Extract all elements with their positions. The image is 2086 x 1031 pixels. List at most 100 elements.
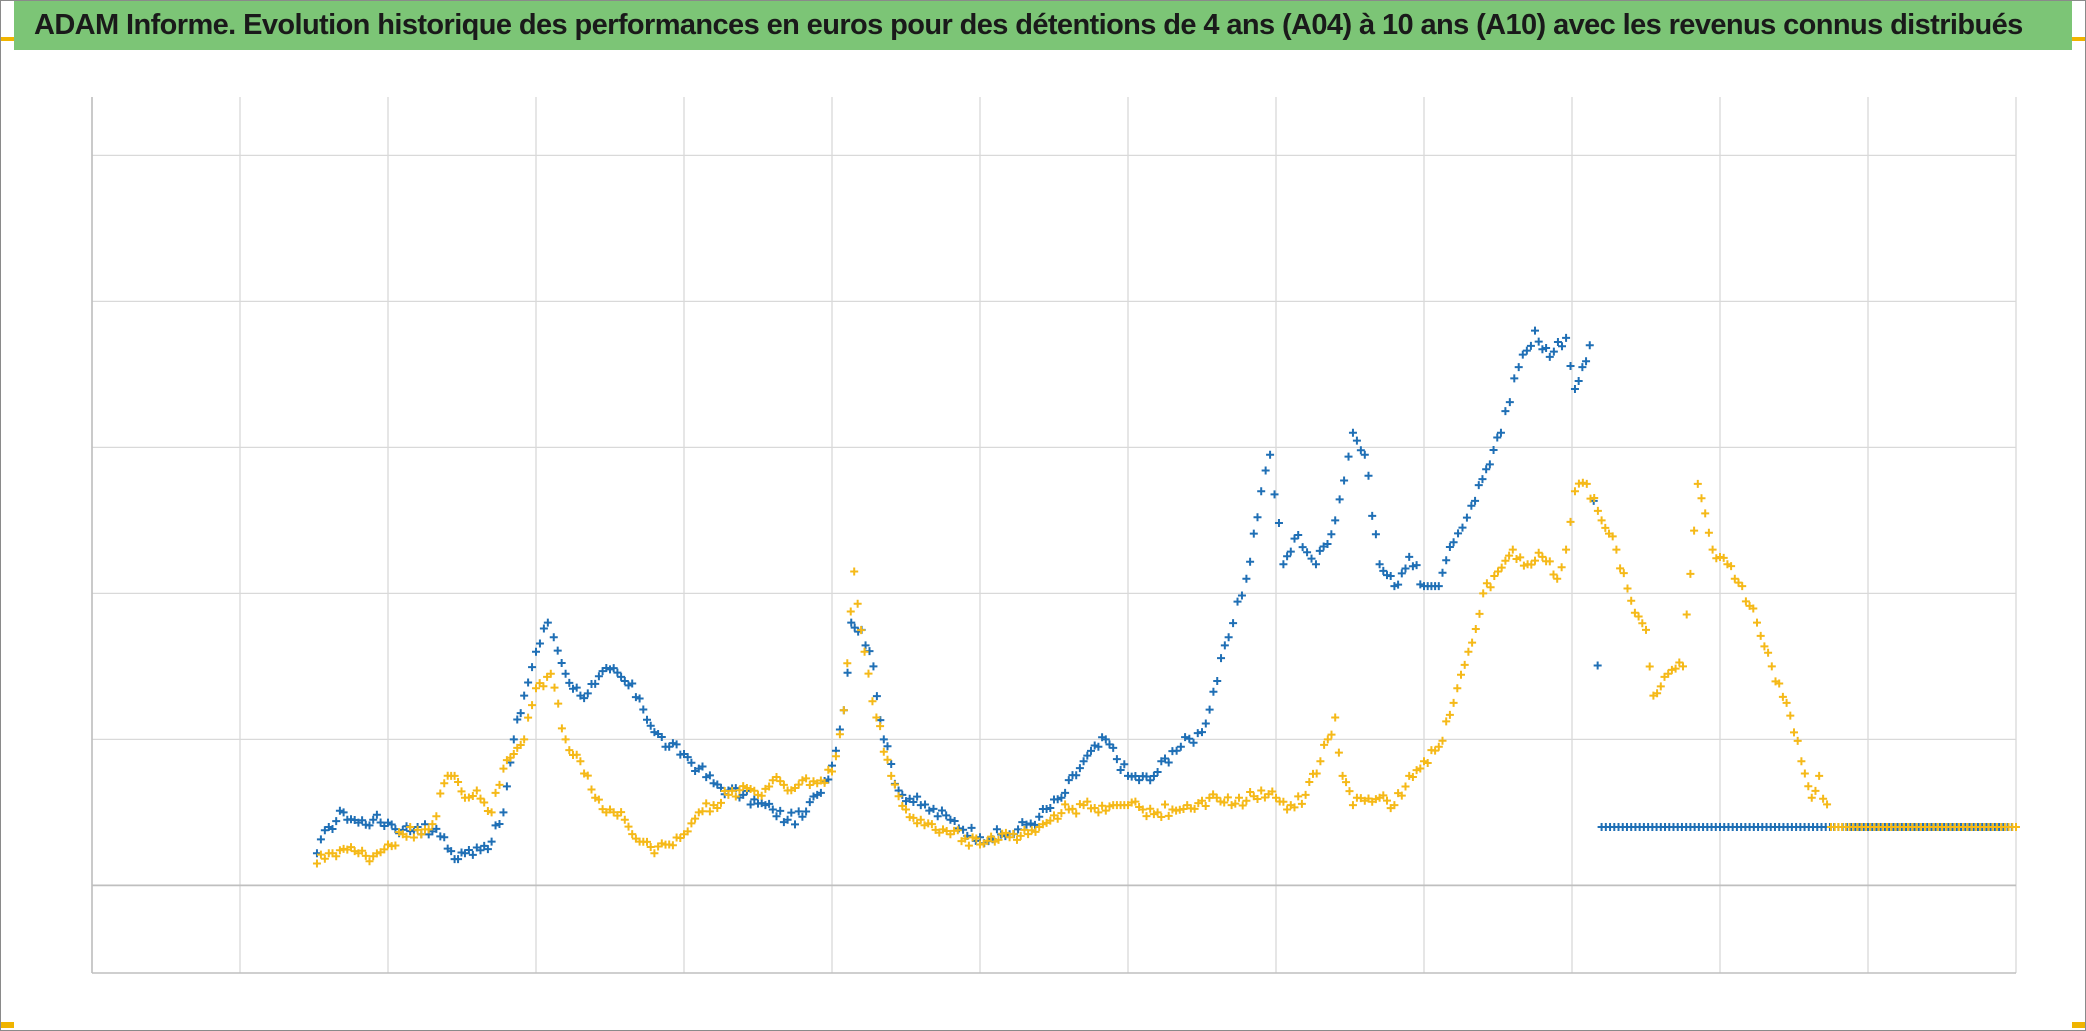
interpolated-point: [757, 791, 766, 800]
interpolated-point: [347, 843, 355, 852]
interpolated-point: [687, 819, 696, 828]
data-point: [576, 757, 585, 766]
interpolated-point: [794, 807, 803, 816]
interpolated-point: [432, 812, 441, 821]
interpolated-point: [820, 778, 829, 787]
interpolated-point: [328, 824, 337, 833]
interpolated-point: [513, 715, 522, 724]
data-point: [1538, 552, 1547, 561]
data-point: [1242, 796, 1251, 805]
interpolated-point: [495, 819, 504, 828]
interpolated-point: [898, 790, 907, 799]
interpolated-point: [809, 777, 818, 786]
data-point: [487, 837, 496, 846]
interpolated-point: [524, 713, 533, 722]
interpolated-point: [1142, 772, 1151, 781]
interpolated-point: [1727, 562, 1736, 571]
interpolated-point: [1656, 682, 1665, 691]
data-point: [1562, 333, 1571, 342]
data-point: [1767, 662, 1776, 671]
data-point: [694, 808, 703, 817]
data-point: [1582, 479, 1591, 488]
title-bar: ADAM Informe. Evolution historique des p…: [14, 0, 2072, 50]
interpolated-point: [1279, 797, 1288, 806]
interpolated-point: [1149, 772, 1158, 781]
interpolated-point: [1149, 810, 1158, 819]
data-point: [1224, 633, 1233, 642]
interpolated-point: [994, 835, 1003, 844]
interpolated-point: [913, 792, 922, 801]
data-point: [549, 633, 558, 642]
data-point: [1360, 450, 1369, 459]
interpolated-point: [391, 841, 400, 850]
data-point: [1257, 786, 1266, 795]
interpolated-point: [1368, 511, 1377, 520]
interpolated-point: [1566, 362, 1575, 371]
interpolated-point: [1176, 742, 1185, 751]
interpolated-point: [1189, 738, 1198, 747]
interpolated-point: [1201, 802, 1210, 811]
interpolated-point: [1653, 689, 1662, 698]
interpolated-point: [643, 837, 651, 846]
interpolated-point: [1075, 764, 1084, 773]
interpolated-point: [1386, 572, 1395, 581]
interpolated-point: [776, 777, 785, 786]
interpolated-point: [1468, 638, 1477, 647]
interpolated-point: [1622, 823, 1631, 831]
interpolated-point: [887, 759, 896, 768]
interpolated-point: [1379, 566, 1388, 575]
interpolated-point: [506, 753, 515, 762]
data-point: [440, 779, 449, 788]
data-point: [850, 567, 859, 576]
interpolated-point: [628, 679, 637, 688]
interpolated-point: [1161, 800, 1169, 809]
interpolated-point: [1135, 802, 1144, 811]
interpolated-point: [1630, 608, 1639, 617]
interpolated-point: [1423, 759, 1432, 768]
interpolated-point: [587, 679, 596, 688]
interpolated-point: [1016, 831, 1025, 840]
data-point: [1578, 363, 1587, 372]
corner-mark-bottom-left: [0, 1022, 14, 1028]
interpolated-point: [1164, 811, 1173, 820]
interpolated-point: [1408, 562, 1417, 571]
interpolated-point: [765, 799, 774, 808]
interpolated-point: [631, 834, 640, 843]
interpolated-point: [350, 847, 359, 856]
interpolated-point: [1557, 563, 1566, 572]
interpolated-point: [1701, 509, 1710, 518]
interpolated-point: [491, 788, 500, 797]
interpolated-point: [1094, 742, 1103, 751]
data-point: [413, 825, 422, 834]
interpolated-point: [543, 672, 552, 681]
interpolated-point: [1157, 813, 1166, 822]
interpolated-point: [1770, 823, 1779, 831]
interpolated-point: [1022, 820, 1031, 829]
interpolated-point: [516, 709, 525, 718]
interpolated-point: [402, 832, 411, 841]
interpolated-point: [1231, 799, 1240, 808]
interpolated-point: [1327, 730, 1336, 739]
interpolated-point: [539, 624, 548, 633]
interpolated-point: [516, 740, 525, 749]
interpolated-point: [1558, 342, 1567, 351]
data-point: [1585, 341, 1594, 350]
interpolated-point: [1205, 705, 1214, 714]
interpolated-point: [805, 781, 814, 790]
data-point: [1035, 812, 1044, 821]
data-point: [1434, 742, 1443, 751]
interpolated-point: [1072, 809, 1081, 818]
interpolated-point: [1053, 814, 1062, 823]
interpolated-point: [639, 705, 648, 714]
interpolated-point: [1445, 542, 1454, 551]
interpolated-point: [365, 821, 374, 830]
interpolated-point: [1364, 471, 1373, 480]
interpolated-point: [1845, 823, 1854, 831]
interpolated-point: [942, 826, 951, 835]
interpolated-point: [491, 821, 500, 830]
interpolated-point: [698, 762, 707, 771]
data-point: [487, 808, 496, 817]
interpolated-point: [1371, 530, 1380, 539]
interpolated-point: [1233, 597, 1242, 606]
interpolated-point: [772, 812, 781, 821]
